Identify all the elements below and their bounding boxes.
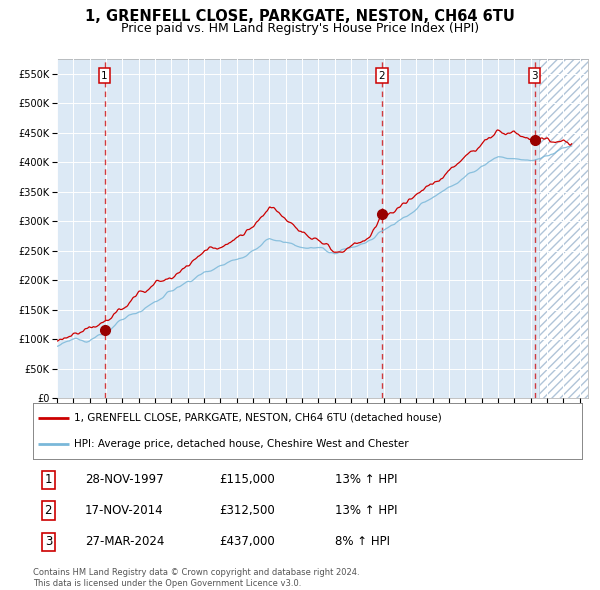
Text: £115,000: £115,000 xyxy=(220,473,275,486)
Text: 2: 2 xyxy=(44,504,52,517)
Text: 27-MAR-2024: 27-MAR-2024 xyxy=(85,536,164,549)
Text: Contains HM Land Registry data © Crown copyright and database right 2024.
This d: Contains HM Land Registry data © Crown c… xyxy=(33,568,359,588)
Bar xyxy=(539,59,588,398)
Text: 17-NOV-2014: 17-NOV-2014 xyxy=(85,504,164,517)
Text: 1: 1 xyxy=(101,71,108,81)
Text: 3: 3 xyxy=(44,536,52,549)
Text: 1, GRENFELL CLOSE, PARKGATE, NESTON, CH64 6TU: 1, GRENFELL CLOSE, PARKGATE, NESTON, CH6… xyxy=(85,9,515,24)
Text: 28-NOV-1997: 28-NOV-1997 xyxy=(85,473,164,486)
Text: 2: 2 xyxy=(379,71,385,81)
Text: 1, GRENFELL CLOSE, PARKGATE, NESTON, CH64 6TU (detached house): 1, GRENFELL CLOSE, PARKGATE, NESTON, CH6… xyxy=(74,412,442,422)
Text: Price paid vs. HM Land Registry's House Price Index (HPI): Price paid vs. HM Land Registry's House … xyxy=(121,22,479,35)
Bar xyxy=(539,59,588,398)
Text: 13% ↑ HPI: 13% ↑ HPI xyxy=(335,473,397,486)
Text: £437,000: £437,000 xyxy=(220,536,275,549)
Text: 3: 3 xyxy=(531,71,538,81)
Text: 1: 1 xyxy=(44,473,52,486)
Text: 13% ↑ HPI: 13% ↑ HPI xyxy=(335,504,397,517)
Text: HPI: Average price, detached house, Cheshire West and Chester: HPI: Average price, detached house, Ches… xyxy=(74,439,409,449)
Text: £312,500: £312,500 xyxy=(220,504,275,517)
Text: 8% ↑ HPI: 8% ↑ HPI xyxy=(335,536,390,549)
